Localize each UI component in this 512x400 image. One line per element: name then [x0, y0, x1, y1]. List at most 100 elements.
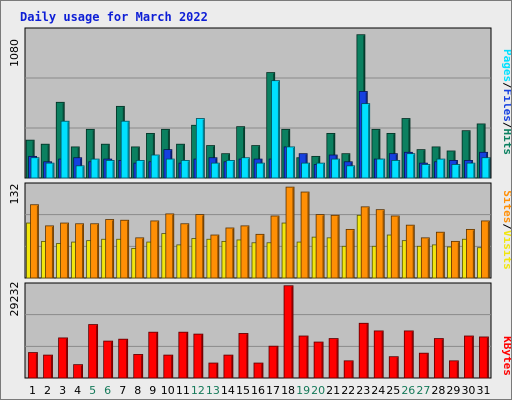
panel-visits-max-label: 132 — [8, 184, 21, 205]
pages-bar — [180, 160, 190, 179]
day-label: 22 — [341, 384, 355, 397]
pages-bar — [256, 162, 265, 179]
pages-bar — [436, 158, 446, 179]
pages-bar — [135, 160, 145, 179]
pages-bar — [451, 164, 461, 179]
day-label: 19 — [296, 384, 310, 397]
panel-kbytes — [25, 285, 491, 379]
pages-bar — [210, 162, 220, 179]
day-label: 18 — [281, 384, 295, 397]
legend-part: Visits — [501, 230, 511, 270]
day-label: 5 — [89, 384, 96, 397]
kbytes-bar — [163, 354, 174, 379]
visits-bar — [360, 206, 370, 279]
pages-bar — [346, 165, 356, 179]
panel-kbytes-max-label: 29232 — [8, 282, 21, 317]
visits-bar — [90, 223, 100, 279]
visits-bar — [375, 209, 385, 279]
kbytes-bar — [479, 336, 489, 379]
pages-bar — [361, 103, 371, 179]
day-label: 7 — [119, 384, 126, 397]
visits-bar — [180, 223, 190, 279]
visits-bar — [240, 225, 250, 279]
visits-bar — [451, 240, 460, 279]
kbytes-bar — [58, 337, 68, 379]
day-label: 14 — [221, 384, 235, 397]
kbytes-bar — [268, 345, 279, 379]
pages-bar — [60, 120, 70, 179]
kbytes-bar — [373, 330, 384, 379]
pages-bar — [120, 120, 130, 179]
pages-bar — [466, 162, 476, 179]
kbytes-bar — [418, 352, 429, 379]
visits-bar — [105, 219, 115, 279]
pages-bar — [421, 164, 431, 179]
pages-bar — [301, 162, 310, 179]
kbytes-bar — [283, 285, 294, 379]
day-label: 13 — [206, 384, 220, 397]
pages-bar — [90, 158, 100, 179]
visits-bar — [120, 219, 130, 279]
visits-bar — [210, 234, 220, 279]
visits-bar — [481, 220, 490, 279]
panel-visits — [25, 186, 491, 279]
kbytes-bar — [208, 362, 219, 379]
visits-bar — [420, 237, 430, 279]
legend-kbytes: KBytes — [501, 336, 511, 376]
pages-bar — [165, 158, 175, 179]
visits-bar — [225, 227, 235, 279]
legend-pages-files-hits: Pages/Files/Hits — [501, 49, 511, 155]
day-label: 20 — [311, 384, 325, 397]
day-label: 29 — [446, 384, 460, 397]
legend-part: KBytes — [501, 336, 511, 376]
day-label: 21 — [326, 384, 340, 397]
visits-bar — [466, 228, 475, 279]
day-label: 6 — [104, 384, 111, 397]
x-axis-day-labels: 1 2 3 4 5 6 7 8 9 10 11 12 13 14 15 16 17 18 19 20 21 22 23 24 2… — [29, 384, 490, 397]
pages-bar — [30, 157, 40, 179]
day-label: 11 — [176, 384, 190, 397]
legend-part: / — [501, 82, 511, 89]
pages-bar — [45, 162, 55, 179]
visits-bar — [330, 214, 340, 279]
kbytes-bar — [43, 354, 53, 379]
kbytes-bar — [464, 335, 474, 379]
visits-bar — [285, 186, 295, 279]
kbytes-bar — [328, 338, 339, 379]
kbytes-bar — [193, 333, 204, 379]
pages-bar — [331, 158, 341, 179]
pages-bar — [481, 157, 491, 179]
kbytes-bar — [343, 360, 354, 379]
day-label: 1 — [29, 384, 36, 397]
visits-bar — [255, 233, 265, 279]
visits-bar — [165, 213, 175, 279]
day-label: 31 — [476, 384, 490, 397]
kbytes-bar — [433, 338, 444, 379]
day-label: 28 — [431, 384, 445, 397]
visits-bar — [405, 224, 415, 279]
day-label: 15 — [236, 384, 250, 397]
visits-bar — [135, 237, 145, 279]
visits-bar — [45, 225, 54, 279]
kbytes-bar — [73, 364, 83, 379]
day-label: 25 — [386, 384, 400, 397]
legend-sites-visits: Sites/Visits — [501, 190, 511, 270]
day-label: 10 — [161, 384, 175, 397]
day-label: 4 — [74, 384, 81, 397]
kbytes-bar — [449, 360, 459, 379]
visits-bar — [435, 231, 445, 279]
kbytes-bar — [103, 340, 114, 379]
pages-bar — [316, 162, 326, 179]
visits-bar — [270, 215, 280, 279]
kbytes-bar — [148, 331, 159, 379]
kbytes-bar — [313, 341, 324, 379]
pages-bar — [376, 158, 386, 179]
day-label: 9 — [149, 384, 156, 397]
day-label: 12 — [191, 384, 205, 397]
kbytes-bar — [28, 352, 38, 379]
kbytes-bar — [118, 338, 129, 379]
pages-bar — [286, 146, 295, 179]
kbytes-bar — [133, 354, 144, 379]
